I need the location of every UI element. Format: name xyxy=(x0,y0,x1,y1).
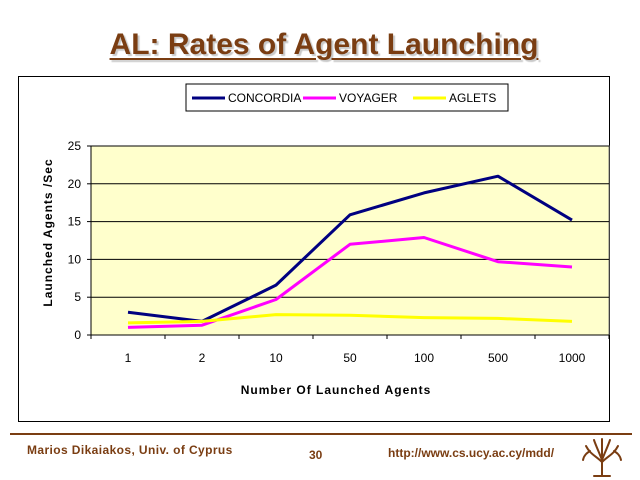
x-tick-label: 10 xyxy=(269,351,283,365)
series-line-voyager xyxy=(127,236,573,329)
x-tick-label: 500 xyxy=(488,351,508,365)
legend-label: CONCORDIA xyxy=(228,91,301,105)
page-number: 30 xyxy=(309,448,323,462)
slide-title: AL: Rates of Agent Launching xyxy=(109,28,539,61)
tree-logo-icon xyxy=(580,436,624,478)
legend-box xyxy=(185,83,509,112)
y-tick-label: 25 xyxy=(68,139,82,153)
y-tick-label: 10 xyxy=(68,252,82,266)
x-axis-label: Number Of Launched Agents xyxy=(241,383,432,397)
footer-author: Marios Dikaiakos, Univ. of Cyprus xyxy=(27,443,233,457)
y-tick-label: 5 xyxy=(74,290,81,304)
y-tick-label: 20 xyxy=(68,177,82,191)
y-tick-label: 0 xyxy=(74,328,81,342)
x-tick-label: 2 xyxy=(199,351,206,365)
footer-url: http://www.cs.ucy.ac.cy/mdd/ xyxy=(388,446,555,460)
x-tick-label: 100 xyxy=(414,351,434,365)
plot-area xyxy=(90,145,610,336)
x-tick-label: 50 xyxy=(343,351,357,365)
y-tick-label: 15 xyxy=(68,215,82,229)
legend-label: AGLETS xyxy=(449,91,496,105)
footer-divider xyxy=(10,433,632,435)
chart-frame: 0 5 10 15 20 25 1 2 10 50 100 500 1000 Number Of Laun… xyxy=(18,76,610,422)
line-chart: 0 5 10 15 20 25 1 2 10 50 100 500 1000 Number Of Laun… xyxy=(41,83,610,397)
series-line-aglets xyxy=(127,313,573,325)
x-tick-label: 1 xyxy=(125,351,132,365)
legend-label: VOYAGER xyxy=(339,91,398,105)
y-axis-label: Launched Agents /Sec xyxy=(41,158,55,306)
x-tick-label: 1000 xyxy=(559,351,586,365)
